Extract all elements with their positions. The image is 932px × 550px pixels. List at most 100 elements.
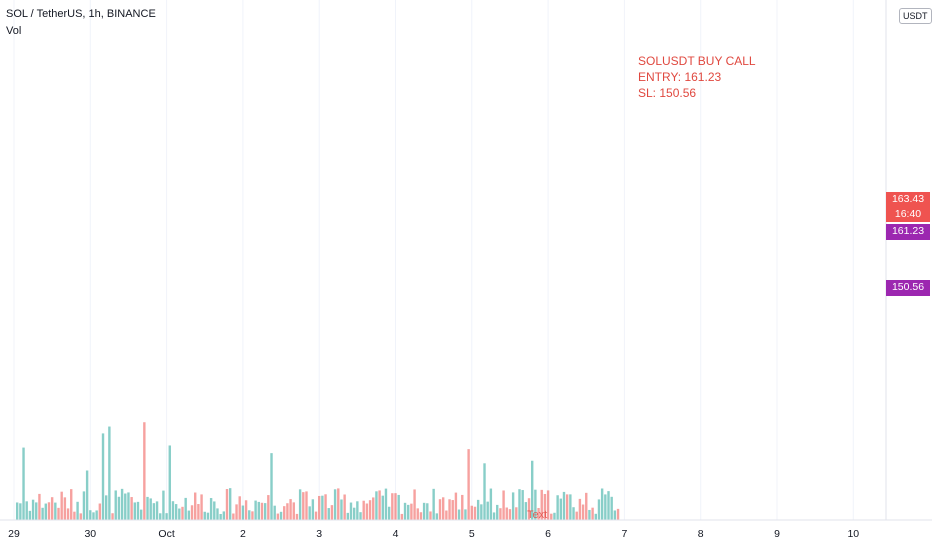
volume-bar	[31, 499, 35, 520]
volume-bar	[356, 501, 359, 520]
volume-bar	[73, 511, 76, 520]
volume-bar	[111, 513, 114, 520]
volume-bar	[511, 492, 515, 520]
volume-bar	[92, 512, 95, 520]
volume-bar	[397, 494, 400, 520]
volume-bar	[314, 511, 318, 520]
volume-bar	[467, 449, 470, 520]
volume-bar	[340, 499, 343, 520]
volume-bar	[298, 489, 302, 520]
volume-bar	[89, 510, 92, 520]
volume-bar	[70, 489, 73, 520]
volume-bar	[391, 493, 394, 520]
volume-bar	[225, 489, 229, 520]
volume-bar	[521, 490, 524, 520]
volume-bar	[556, 495, 559, 520]
volume-bar	[219, 513, 222, 520]
volume-bar	[461, 494, 464, 520]
volume-bars	[15, 422, 620, 520]
volume-bar	[613, 510, 617, 520]
volume-bar	[597, 499, 601, 520]
volume-bar	[98, 503, 102, 520]
volume-bar	[454, 492, 458, 520]
volume-bar	[133, 502, 137, 520]
volume-bar	[448, 499, 451, 520]
volume-bar	[413, 489, 416, 520]
volume-bar	[311, 499, 315, 520]
trade-call-title: SOLUSDT BUY CALL	[638, 54, 756, 68]
volume-bar	[66, 508, 70, 520]
last-price-tag: 163.43 16:40	[886, 192, 930, 222]
volume-bar	[257, 501, 260, 520]
volume-bar	[496, 504, 499, 520]
volume-bar	[263, 503, 267, 520]
volume-bar	[604, 494, 607, 520]
volume-bar	[171, 501, 175, 520]
currency-button[interactable]: USDT	[899, 8, 932, 24]
candle-countdown: 16:40	[894, 208, 922, 220]
volume-bar	[534, 489, 537, 520]
volume-bar	[203, 511, 206, 520]
volume-bar	[124, 493, 127, 520]
volume-bar	[25, 501, 28, 520]
volume-bar	[394, 493, 397, 520]
volume-bar	[216, 508, 219, 520]
volume-bar	[184, 497, 187, 520]
volume-bar	[254, 500, 257, 520]
volume-bar	[276, 513, 280, 520]
time-tick-label: 9	[774, 528, 780, 540]
volume-bar	[492, 512, 496, 520]
volume-bar	[441, 497, 445, 520]
volume-bar	[438, 499, 442, 520]
volume-bar	[419, 512, 423, 520]
volume-bar	[569, 494, 572, 520]
time-tick-label: 7	[621, 528, 628, 540]
time-tick-label: 10	[847, 528, 860, 540]
volume-bar	[527, 498, 531, 520]
volume-bar	[470, 505, 473, 520]
volume-bar	[139, 509, 143, 520]
volume-bar	[283, 506, 286, 520]
volume-bar	[451, 500, 454, 520]
volume-bar	[159, 513, 162, 520]
symbol-title[interactable]: SOL / TetherUS, 1h, BINANCE	[6, 8, 156, 20]
volume-bar	[279, 511, 283, 520]
volume-bar	[82, 491, 86, 520]
volume-bar	[15, 502, 19, 520]
volume-bar	[213, 501, 216, 520]
volume-bar	[232, 513, 235, 520]
volume-bar	[464, 509, 467, 520]
trade-call-sl: SL: 150.56	[638, 86, 697, 100]
volume-bar	[251, 511, 254, 520]
volume-bar	[352, 507, 356, 520]
grid-lines	[13, 0, 854, 520]
volume-bar	[578, 498, 582, 520]
volume-bar	[127, 492, 130, 520]
time-tick-label: 5	[468, 528, 475, 540]
volume-bar	[330, 505, 334, 520]
volume-bar	[572, 507, 575, 520]
volume-bar	[480, 504, 483, 520]
sl-level-tag: 150.56	[886, 280, 930, 296]
ghost-text-label: Text	[527, 509, 548, 521]
volume-bar	[146, 496, 149, 520]
volume-bar	[162, 490, 165, 520]
volume-bar	[165, 513, 168, 520]
volume-bar	[575, 511, 578, 520]
volume-bar	[502, 490, 505, 520]
volume-bar	[273, 505, 276, 520]
volume-indicator-label[interactable]: Vol	[6, 25, 22, 37]
volume-bar	[305, 491, 308, 520]
volume-bar	[407, 504, 410, 520]
volume-bar	[54, 502, 57, 520]
volume-bar	[508, 509, 512, 520]
volume-bar	[505, 507, 508, 520]
volume-bar	[346, 512, 350, 520]
volume-bar	[228, 488, 232, 520]
volume-bar	[136, 501, 140, 520]
volume-bar	[235, 504, 238, 520]
volume-bar	[543, 493, 547, 520]
volume-bar	[333, 489, 337, 520]
volume-bar	[47, 502, 51, 520]
